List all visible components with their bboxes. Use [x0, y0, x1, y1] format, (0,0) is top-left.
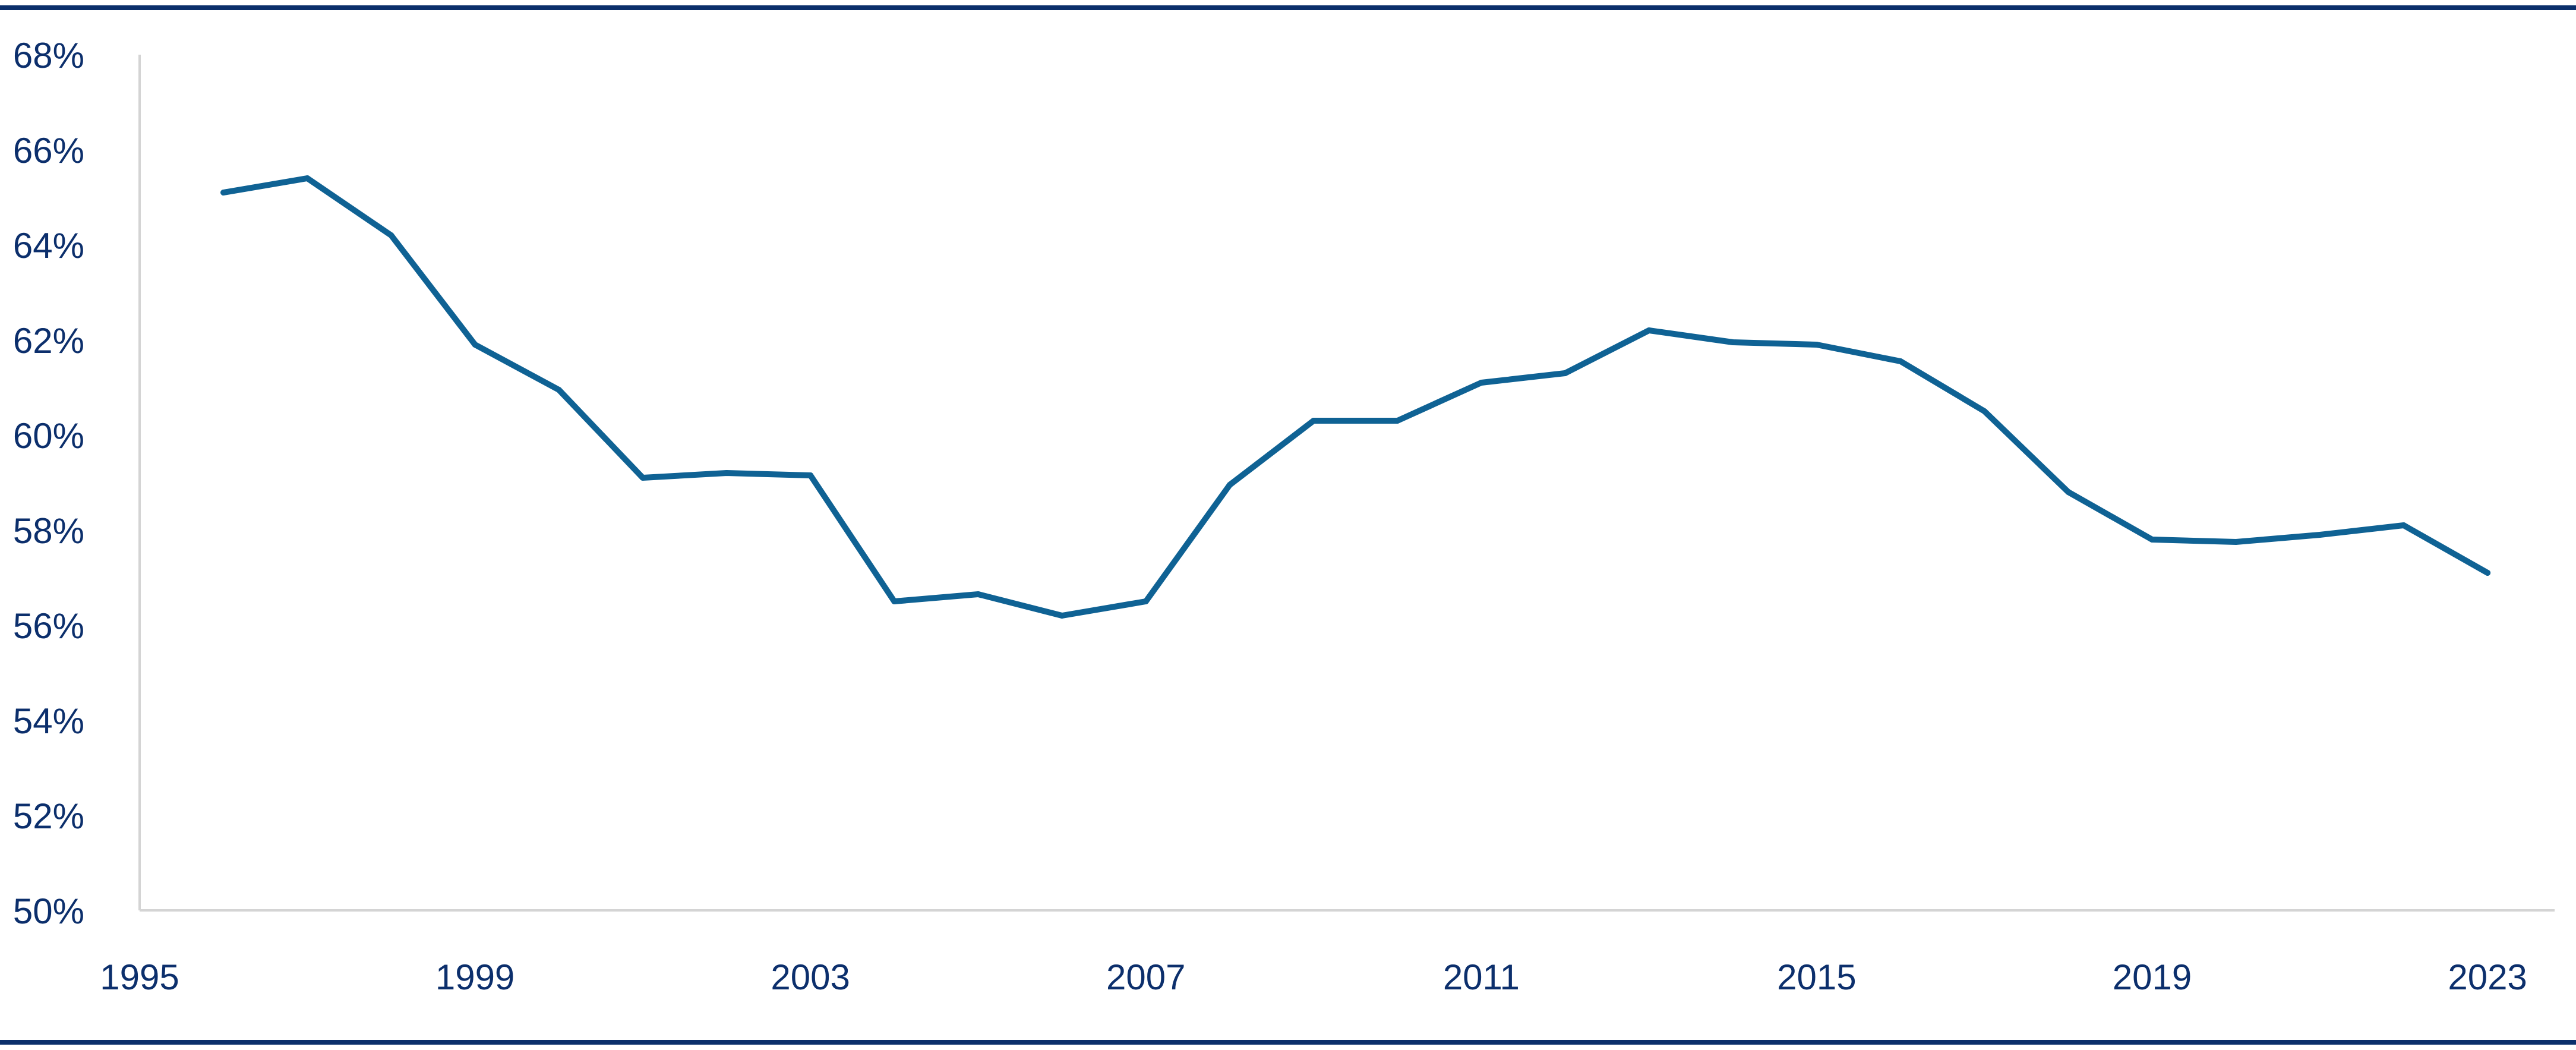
data-point [1478, 380, 1485, 386]
plot-area: 50% 52% 54% 56% 58% 60% 62% 64% 66% 68% 1995 1999 2… [13, 36, 2555, 997]
data-point [1898, 358, 1904, 364]
data-point [2316, 532, 2323, 538]
data-point [975, 591, 981, 597]
data-point [1729, 339, 1736, 345]
y-tick-label: 60% [13, 416, 84, 456]
x-tick-label: 1999 [435, 957, 514, 997]
data-point [1311, 418, 1317, 424]
x-tick-label: 2023 [2448, 957, 2527, 997]
data-point [1646, 327, 1652, 333]
data-point [220, 190, 227, 196]
y-tick-label: 52% [13, 796, 84, 836]
data-point [304, 175, 311, 181]
data-point [724, 470, 730, 476]
x-tick-label: 2011 [1443, 957, 1520, 997]
data-point [2149, 537, 2155, 543]
x-tick-label: 2019 [2113, 957, 2192, 997]
data-point [2065, 489, 2072, 495]
data-point [639, 475, 646, 481]
y-tick-label: 62% [13, 321, 84, 361]
data-point [1226, 482, 1233, 488]
x-tick-label: 1995 [100, 957, 179, 997]
y-tick-label: 54% [13, 701, 84, 741]
x-tick-label: 2003 [771, 957, 850, 997]
data-point [2233, 539, 2239, 545]
data-point [2485, 570, 2491, 576]
data-point [1394, 418, 1401, 424]
data-point [1981, 408, 1988, 414]
data-point [1059, 613, 1065, 619]
y-tick-label: 50% [13, 891, 84, 931]
data-point [2400, 522, 2407, 528]
y-tick-label: 68% [13, 36, 84, 75]
y-tick-label: 56% [13, 606, 84, 646]
data-point [555, 387, 562, 393]
y-tick-label: 58% [13, 511, 84, 551]
y-tick-labels: 50% 52% 54% 56% 58% 60% 62% 64% 66% 68% [13, 36, 84, 931]
data-point [891, 598, 898, 604]
x-tick-label: 2007 [1106, 957, 1185, 997]
series-layer [220, 175, 2491, 619]
data-point [472, 342, 478, 348]
y-tick-label: 64% [13, 226, 84, 266]
data-point [388, 232, 394, 238]
x-tick-label: 2015 [1777, 957, 1856, 997]
data-point [1142, 598, 1149, 604]
y-tick-label: 66% [13, 131, 84, 171]
data-point [1813, 342, 1820, 348]
data-point [1562, 370, 1568, 376]
series-line [220, 175, 2491, 619]
data-point [807, 472, 814, 478]
x-tick-labels: 1995 1999 2003 2007 2011 2015 2019 2023 [100, 957, 2527, 997]
